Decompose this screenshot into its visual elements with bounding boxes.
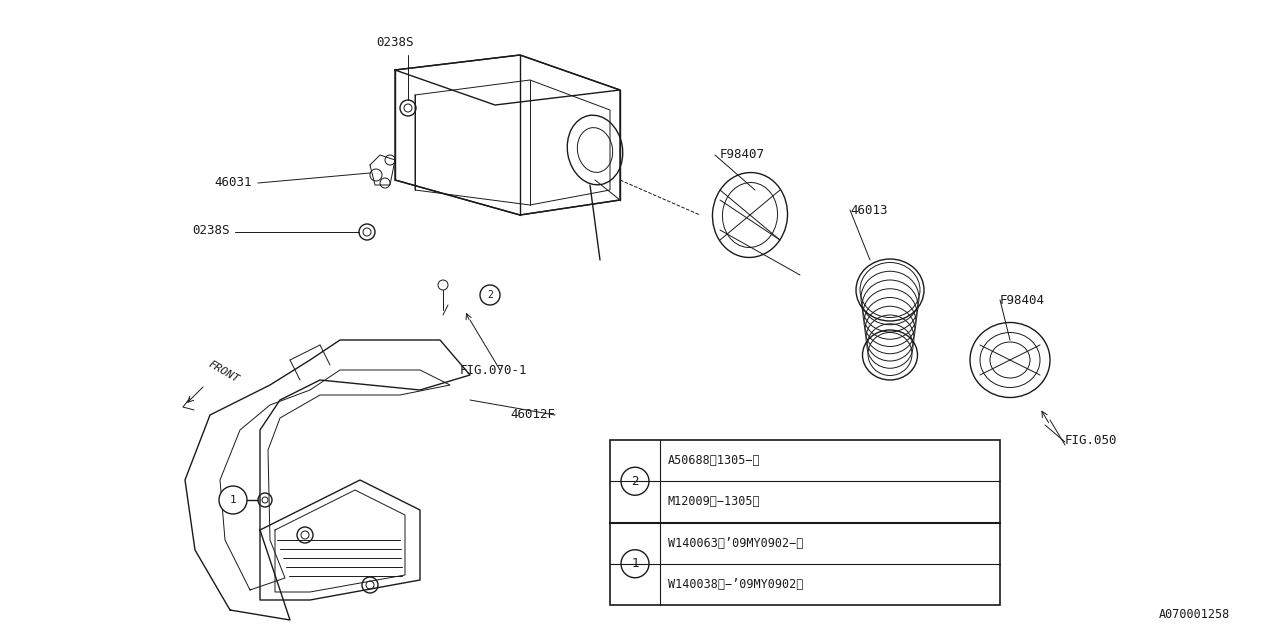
Circle shape [219,486,247,514]
Text: FIG.070-1: FIG.070-1 [460,364,527,376]
Text: FRONT: FRONT [207,360,241,385]
Text: 46031: 46031 [215,177,252,189]
Text: W140038（−’09MY0902）: W140038（−’09MY0902） [668,578,804,591]
Text: 0238S: 0238S [376,35,413,49]
Text: 2: 2 [488,290,493,300]
Text: 46013: 46013 [850,204,887,216]
Circle shape [621,550,649,578]
Text: 2: 2 [631,475,639,488]
Text: 46012F: 46012F [509,408,556,422]
Text: 1: 1 [229,495,237,505]
Text: F98404: F98404 [1000,294,1044,307]
Text: A50688（1305−）: A50688（1305−） [668,454,760,467]
Text: W140063（’09MY0902−）: W140063（’09MY0902−） [668,536,804,550]
Text: 0238S: 0238S [192,223,230,237]
Text: FIG.050: FIG.050 [1065,433,1117,447]
Circle shape [621,467,649,495]
Text: A070001258: A070001258 [1158,609,1230,621]
Text: 1: 1 [631,557,639,570]
Text: F98407: F98407 [719,148,765,161]
Text: M12009（−1305）: M12009（−1305） [668,495,760,508]
